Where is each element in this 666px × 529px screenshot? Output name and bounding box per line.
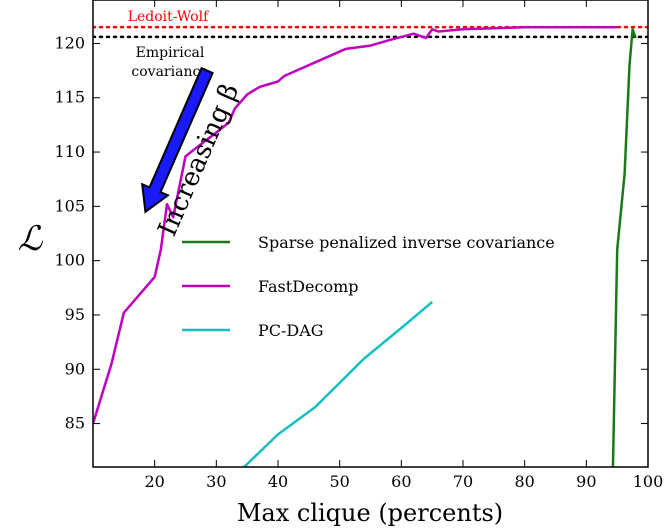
reference-label-line: Empirical bbox=[136, 45, 205, 61]
reference-label-line: covariance bbox=[131, 64, 208, 80]
x-tick-label: 60 bbox=[391, 472, 411, 491]
y-tick-label: 105 bbox=[54, 196, 85, 215]
y-tick-label: 90 bbox=[65, 359, 85, 378]
x-tick-label: 20 bbox=[144, 472, 164, 491]
y-tick-label: 85 bbox=[65, 414, 85, 433]
x-tick-label: 90 bbox=[576, 472, 596, 491]
series-layer bbox=[93, 25, 637, 467]
y-tick-label: 120 bbox=[54, 33, 85, 52]
reference-labels: Ledoit-Wolf Empirical covariance bbox=[128, 9, 210, 80]
reference-label-empirical-covariance: Empirical covariance bbox=[131, 45, 208, 80]
x-tick-label: 100 bbox=[633, 472, 664, 491]
x-tick-label: 50 bbox=[329, 472, 349, 491]
axes-frame bbox=[92, 0, 649, 468]
y-tick-label: 100 bbox=[54, 251, 85, 270]
x-tick-label: 30 bbox=[206, 472, 226, 491]
reference-lines bbox=[93, 25, 648, 39]
x-tick-label: 70 bbox=[453, 472, 473, 491]
x-axis-label: Max clique (percents) bbox=[237, 499, 503, 527]
annotation-arrow bbox=[141, 66, 214, 214]
y-tick-label: 115 bbox=[54, 88, 85, 107]
x-tick-label: 40 bbox=[268, 472, 288, 491]
x-tick-label: 80 bbox=[514, 472, 534, 491]
legend-label: Sparse penalized inverse covariance bbox=[258, 233, 555, 252]
y-tick-label: 110 bbox=[54, 142, 85, 161]
legend-label: FastDecomp bbox=[258, 277, 359, 296]
series-line-pc-dag bbox=[243, 300, 434, 467]
legend: Sparse penalized inverse covariance FastD… bbox=[182, 233, 555, 340]
reference-label-ledoit-wolf: Ledoit-Wolf bbox=[128, 9, 210, 25]
y-tick-label: 95 bbox=[65, 305, 85, 324]
y-axis-label: ℒ bbox=[18, 219, 44, 259]
series-line-sparse-penalized-inverse-covariance bbox=[611, 28, 637, 467]
annotation-layer: Increasing β bbox=[141, 66, 245, 241]
legend-label: PC-DAG bbox=[258, 321, 324, 340]
ticks: 20 30 40 50 60 70 80 90 100 85 90 95 100 105 110 115 120 bbox=[54, 0, 663, 491]
series-line-fastdecomp bbox=[93, 25, 618, 424]
